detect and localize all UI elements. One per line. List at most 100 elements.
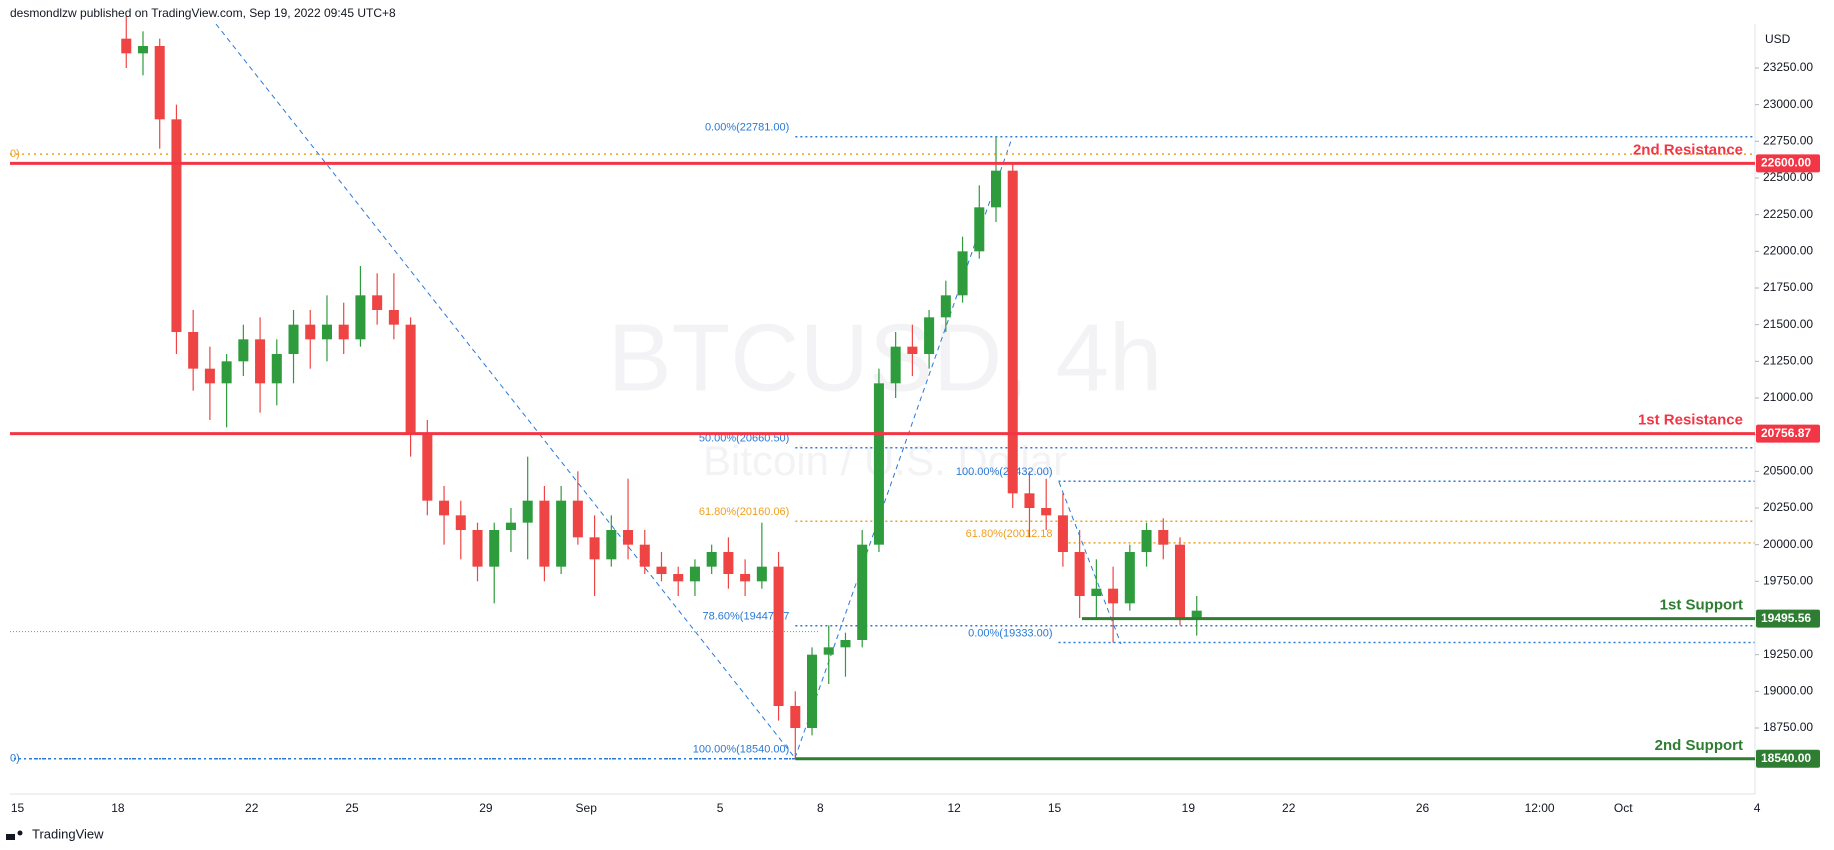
- candle-body: [539, 500, 550, 567]
- price-tag-label: 20756.87: [1761, 426, 1811, 440]
- y-tick-label: 20250.00: [1763, 500, 1813, 514]
- candle-body: [271, 354, 282, 384]
- x-tick-label: 15: [1048, 801, 1062, 815]
- candle-body: [656, 566, 667, 574]
- price-tag: [1756, 609, 1820, 628]
- candle-body: [840, 640, 851, 648]
- x-tick-label: Sep: [576, 801, 598, 815]
- candle-body: [639, 544, 650, 567]
- y-tick-label: 20500.00: [1763, 464, 1813, 478]
- price-tag-label: 19495.56: [1761, 611, 1811, 625]
- x-tick-label: Oct: [1614, 801, 1633, 815]
- y-tick-label: 19250.00: [1763, 647, 1813, 661]
- fib-label: 0.00%(22781.00): [705, 122, 789, 134]
- candle-body: [372, 295, 383, 310]
- candle-body: [238, 339, 249, 362]
- candle-body: [1191, 610, 1202, 618]
- x-tick-label: 4: [1754, 801, 1761, 815]
- fib-label: 100.00%(20432.00): [956, 466, 1053, 478]
- x-tick-label: 15: [11, 801, 25, 815]
- x-tick-label: 19: [1182, 801, 1196, 815]
- candle-body: [1074, 552, 1085, 596]
- y-tick-label: 21250.00: [1763, 354, 1813, 368]
- candle-body: [706, 552, 717, 567]
- trend-line: [215, 23, 796, 759]
- candle-body: [154, 46, 165, 120]
- fib-label: 61.80%(20160.06): [699, 506, 790, 518]
- candle-body: [455, 515, 466, 530]
- y-tick-label: 22500.00: [1763, 170, 1813, 184]
- candle-body: [255, 339, 266, 384]
- candle-body: [439, 500, 450, 516]
- candle-body: [940, 295, 951, 318]
- y-tick-label: 23250.00: [1763, 60, 1813, 74]
- price-tag-label: 22600.00: [1761, 156, 1811, 170]
- candle-body: [823, 647, 834, 655]
- level-name: 1st Support: [1660, 597, 1743, 614]
- footer-logo: TradingView: [6, 826, 104, 841]
- watermark-title: BTCUSD, 4h: [608, 304, 1163, 411]
- x-tick-label: 22: [245, 801, 259, 815]
- fib-label: 50.00%(20660.50): [699, 433, 790, 445]
- price-tag: [1756, 749, 1820, 768]
- candle-body: [1174, 544, 1186, 618]
- candle-body: [623, 530, 634, 545]
- candle-body: [689, 566, 700, 582]
- candle-body: [221, 361, 232, 384]
- candle-body: [572, 500, 583, 538]
- candle-body: [857, 544, 868, 640]
- x-tick-label: 26: [1416, 801, 1430, 815]
- header: desmondlzw published on TradingView.com,…: [10, 6, 396, 20]
- candle-body: [355, 295, 366, 340]
- candle-body: [1041, 508, 1052, 516]
- y-tick-label: 20000.00: [1763, 537, 1813, 551]
- candle-body: [1024, 493, 1035, 508]
- price-tag: [1756, 424, 1820, 443]
- x-tick-label: 8: [817, 801, 824, 815]
- y-tick-label: 22750.00: [1763, 134, 1813, 148]
- candle-body: [974, 207, 985, 252]
- candle-body: [990, 170, 1002, 208]
- candle-body: [756, 566, 767, 582]
- candle-body: [589, 537, 600, 560]
- trend-line: [1058, 481, 1122, 645]
- logo-mark: [17, 830, 23, 836]
- candle-body: [1007, 170, 1018, 494]
- candle-body: [388, 310, 399, 325]
- candle-body: [606, 530, 617, 560]
- x-tick-label: 18: [111, 801, 125, 815]
- candle-body: [807, 654, 818, 728]
- fib-label: 78.60%(19447.57: [702, 611, 789, 623]
- candle-body: [305, 324, 316, 340]
- level-name: 1st Resistance: [1638, 412, 1743, 429]
- candle-body: [1108, 588, 1119, 604]
- x-tick-label: 12:00: [1525, 801, 1555, 815]
- fib-label: 100.00%(18540.00): [693, 744, 790, 756]
- candle-body: [204, 368, 215, 384]
- candle-body: [489, 530, 500, 567]
- y-tick-label: 21750.00: [1763, 280, 1813, 294]
- y-tick-label: 21000.00: [1763, 390, 1813, 404]
- candle-body: [890, 346, 901, 384]
- candle-body: [522, 500, 533, 523]
- candle-body: [1124, 552, 1135, 604]
- candle-body: [723, 552, 734, 574]
- candle-body: [321, 324, 332, 340]
- price-tag-label: 18540.00: [1761, 751, 1811, 765]
- level-name: 2nd Resistance: [1633, 141, 1743, 158]
- trend-line: [794, 137, 1013, 759]
- y-tick-label: 18750.00: [1763, 720, 1813, 734]
- watermark-subtitle: Bitcoin / U.S. Dollar: [703, 437, 1067, 484]
- candle-body: [873, 383, 884, 545]
- candle-body: [1158, 530, 1169, 545]
- candle-body: [338, 324, 349, 340]
- x-tick-label: 22: [1282, 801, 1296, 815]
- candle-body: [121, 38, 132, 54]
- currency-label: USD: [1765, 32, 1791, 46]
- y-tick-label: 22000.00: [1763, 244, 1813, 258]
- candle-body: [505, 522, 516, 530]
- level-name: 2nd Support: [1655, 737, 1743, 754]
- candle-body: [790, 706, 801, 728]
- logo-mark: [6, 834, 15, 840]
